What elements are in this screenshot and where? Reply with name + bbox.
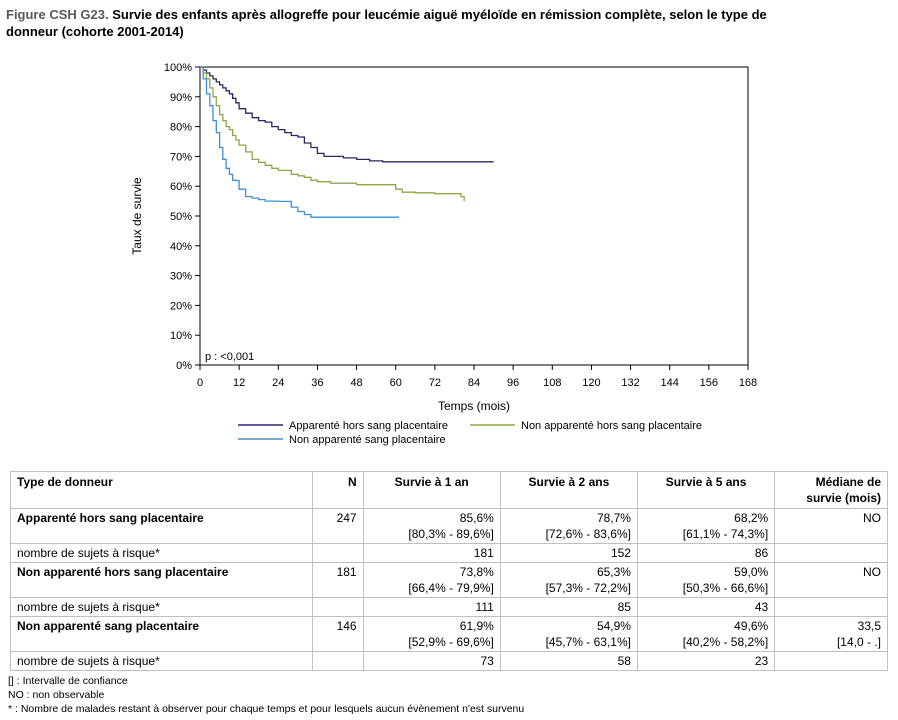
empty-cell bbox=[774, 543, 888, 563]
median-cell: NO bbox=[774, 508, 888, 544]
footnote: * : Nombre de malades restant à observer… bbox=[8, 703, 525, 715]
y-axis-label: Taux de survie bbox=[130, 177, 144, 255]
survival-5y-cell: 68,2% [61,1% - 74,3%] bbox=[636, 508, 776, 544]
series-line-1 bbox=[200, 66, 494, 163]
legend: Apparenté hors sang placentaire Non appar… bbox=[238, 420, 702, 446]
risk-1y-cell: 111 bbox=[362, 597, 501, 617]
survival-1y-cell: 61,9% [52,9% - 69,6%] bbox=[362, 616, 501, 652]
y-tick-label: 60% bbox=[170, 181, 192, 193]
series-line-3 bbox=[200, 66, 399, 218]
survival-2y-cell: 65,3% [57,3% - 72,2%] bbox=[499, 562, 638, 598]
x-tick-label: 24 bbox=[272, 377, 284, 389]
survival-2y-cell: 78,7% [72,6% - 83,6%] bbox=[499, 508, 638, 544]
risk-label-cell: nombre de sujets à risque* bbox=[10, 651, 313, 671]
empty-cell bbox=[311, 651, 364, 671]
x-tick-label: 132 bbox=[621, 377, 639, 389]
survival-chart: 0% 10% 20% 30% 40% 50% 60% 70% 80% 90% 100% 0 12 24 36… bbox=[130, 62, 757, 446]
y-tick-label: 90% bbox=[170, 92, 192, 104]
risk-2y-cell: 152 bbox=[499, 543, 638, 563]
legend-label: Non apparenté hors sang placentaire bbox=[521, 420, 702, 432]
x-tick-label: 144 bbox=[661, 377, 679, 389]
risk-5y-cell: 43 bbox=[636, 597, 776, 617]
n-cell: 146 bbox=[311, 616, 364, 652]
x-tick-label: 72 bbox=[429, 377, 441, 389]
risk-2y-cell: 58 bbox=[499, 651, 638, 671]
survival-1y-cell: 73,8% [66,4% - 79,9%] bbox=[362, 562, 501, 598]
header-survival-1y: Survie à 1 an bbox=[362, 471, 501, 509]
table-row-risk: nombre de sujets à risque* 181 152 86 bbox=[10, 543, 888, 563]
risk-label-cell: nombre de sujets à risque* bbox=[10, 543, 313, 563]
header-n: N bbox=[311, 471, 364, 509]
y-tick-label: 10% bbox=[170, 330, 192, 342]
legend-label: Non apparenté sang placentaire bbox=[289, 434, 446, 446]
y-tick-label: 40% bbox=[170, 241, 192, 253]
risk-1y-cell: 73 bbox=[362, 651, 501, 671]
risk-5y-cell: 23 bbox=[636, 651, 776, 671]
x-tick-label: 0 bbox=[197, 377, 203, 389]
empty-cell bbox=[311, 597, 364, 617]
x-tick-label: 120 bbox=[582, 377, 600, 389]
n-cell: 247 bbox=[311, 508, 364, 544]
axes: 0% 10% 20% 30% 40% 50% 60% 70% 80% 90% 100% 0 12 24 36… bbox=[164, 62, 757, 389]
x-tick-label: 156 bbox=[700, 377, 718, 389]
header-survival-2y: Survie à 2 ans bbox=[499, 471, 638, 509]
median-cell: 33,5 [14,0 - .] bbox=[774, 616, 888, 652]
donor-type-cell: Non apparenté hors sang placentaire bbox=[10, 562, 313, 598]
empty-cell bbox=[774, 651, 888, 671]
footnote: [] : Intervalle de confiance bbox=[8, 675, 128, 687]
survival-2y-cell: 54,9% [45,7% - 63,1%] bbox=[499, 616, 638, 652]
median-cell: NO bbox=[774, 562, 888, 598]
footnote: NO : non observable bbox=[8, 689, 105, 701]
survival-5y-cell: 49,6% [40,2% - 58,2%] bbox=[636, 616, 776, 652]
donor-type-cell: Apparenté hors sang placentaire bbox=[10, 508, 313, 544]
risk-label-cell: nombre de sujets à risque* bbox=[10, 597, 313, 617]
n-cell: 181 bbox=[311, 562, 364, 598]
table-row-group: Non apparenté sang placentaire 146 61,9%… bbox=[10, 616, 888, 652]
y-tick-label: 50% bbox=[170, 211, 192, 223]
x-tick-label: 12 bbox=[233, 377, 245, 389]
series-line-2 bbox=[200, 66, 465, 202]
x-tick-label: 108 bbox=[543, 377, 561, 389]
donor-type-cell: Non apparenté sang placentaire bbox=[10, 616, 313, 652]
figure-title: Figure CSH G23. Survie des enfants après… bbox=[6, 6, 806, 40]
table-header-row: Type de donneur N Survie à 1 an Survie à… bbox=[10, 471, 888, 509]
y-tick-label: 0% bbox=[176, 360, 192, 372]
figure-title-text: Survie des enfants après allogreffe pour… bbox=[6, 7, 767, 39]
x-tick-label: 96 bbox=[507, 377, 519, 389]
y-tick-label: 70% bbox=[170, 151, 192, 163]
x-tick-label: 48 bbox=[350, 377, 362, 389]
header-type: Type de donneur bbox=[10, 471, 313, 509]
table-row-risk: nombre de sujets à risque* 73 58 23 bbox=[10, 651, 888, 671]
y-tick-label: 20% bbox=[170, 300, 192, 312]
risk-1y-cell: 181 bbox=[362, 543, 501, 563]
survival-1y-cell: 85,6% [80,3% - 89,6%] bbox=[362, 508, 501, 544]
x-tick-label: 36 bbox=[311, 377, 323, 389]
empty-cell bbox=[311, 543, 364, 563]
p-value-annotation: p : <0,001 bbox=[205, 351, 254, 363]
survival-5y-cell: 59,0% [50,3% - 66,6%] bbox=[636, 562, 776, 598]
table-row-group: Apparenté hors sang placentaire 247 85,6… bbox=[10, 508, 888, 544]
plot-area bbox=[199, 66, 749, 366]
table-row-risk: nombre de sujets à risque* 111 85 43 bbox=[10, 597, 888, 617]
header-median: Médiane de survie (mois) bbox=[774, 471, 888, 509]
table-row-group: Non apparenté hors sang placentaire 181 … bbox=[10, 562, 888, 598]
figure-number: Figure CSH G23. bbox=[6, 7, 109, 22]
empty-cell bbox=[774, 597, 888, 617]
risk-2y-cell: 85 bbox=[499, 597, 638, 617]
x-tick-label: 60 bbox=[390, 377, 402, 389]
x-tick-label: 84 bbox=[468, 377, 480, 389]
x-tick-label: 168 bbox=[739, 377, 757, 389]
y-tick-label: 30% bbox=[170, 271, 192, 283]
header-survival-5y: Survie à 5 ans bbox=[636, 471, 776, 509]
survival-table: Type de donneur N Survie à 1 an Survie à… bbox=[10, 471, 888, 671]
series-lines bbox=[200, 66, 494, 218]
footnotes: [] : Intervalle de confiance NO : non ob… bbox=[8, 674, 524, 716]
legend-label: Apparenté hors sang placentaire bbox=[289, 420, 448, 432]
risk-5y-cell: 86 bbox=[636, 543, 776, 563]
y-tick-label: 100% bbox=[164, 62, 192, 74]
y-tick-label: 80% bbox=[170, 122, 192, 134]
x-axis-label: Temps (mois) bbox=[438, 399, 510, 413]
